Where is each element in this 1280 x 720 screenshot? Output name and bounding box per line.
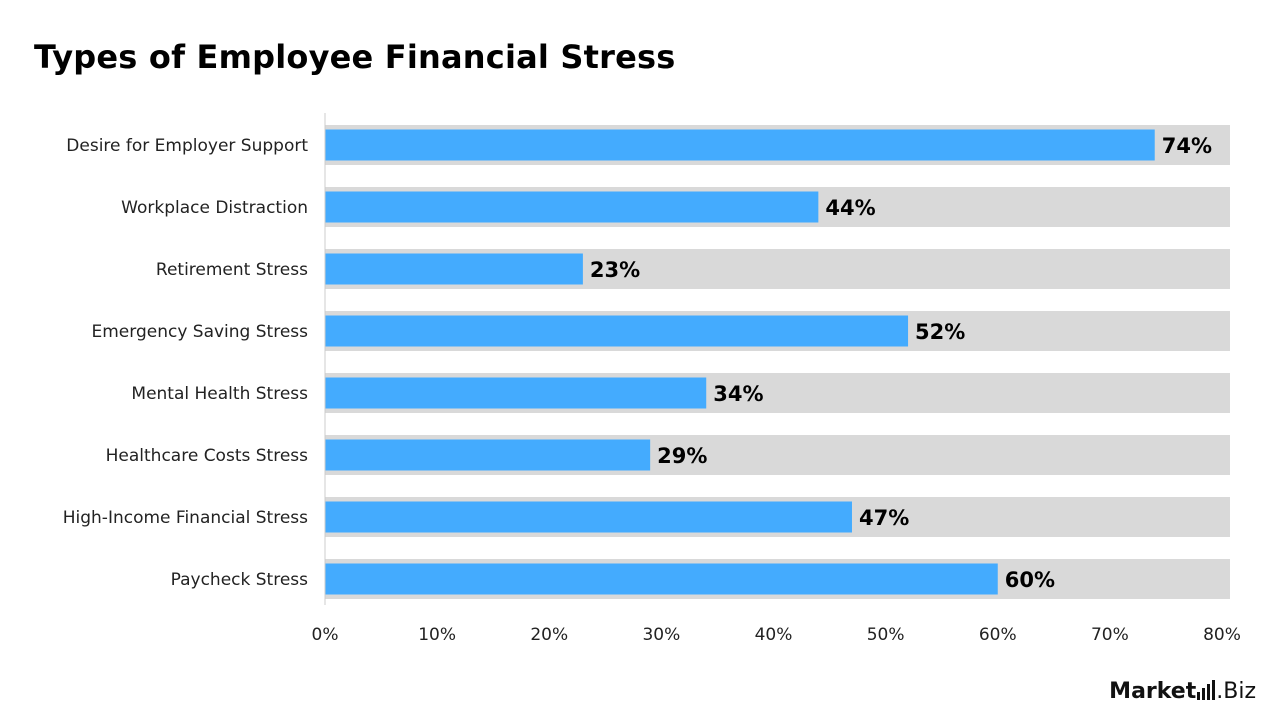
data-label: 52% [915, 320, 965, 344]
category-label: High-Income Financial Stress [63, 508, 308, 528]
x-tick-label: 70% [1091, 625, 1129, 645]
data-label: 44% [825, 196, 875, 220]
category-label: Emergency Saving Stress [92, 322, 309, 342]
x-tick-label: 0% [312, 625, 339, 645]
bar [325, 253, 583, 285]
category-label: Workplace Distraction [121, 198, 308, 218]
bar [325, 501, 852, 533]
x-tick-label: 10% [418, 625, 456, 645]
x-tick-label: 30% [642, 625, 680, 645]
category-label: Desire for Employer Support [66, 136, 308, 156]
chart-title: Types of Employee Financial Stress [34, 38, 676, 76]
data-label: 60% [1005, 568, 1055, 592]
x-tick-label: 60% [979, 625, 1017, 645]
x-tick-label: 40% [755, 625, 793, 645]
category-label: Mental Health Stress [131, 384, 308, 404]
data-label: 74% [1162, 134, 1212, 158]
bar [325, 315, 909, 347]
x-tick-label: 20% [530, 625, 568, 645]
logo-text-bold: Market [1109, 679, 1197, 704]
brand-logo: Market .Biz [1109, 670, 1256, 704]
category-label: Retirement Stress [156, 260, 308, 280]
data-label: 47% [859, 506, 909, 530]
x-tick-label: 80% [1203, 625, 1241, 645]
data-label: 34% [713, 382, 763, 406]
bar [325, 439, 651, 471]
bar [325, 191, 819, 223]
logo-text-rest: .Biz [1216, 679, 1256, 704]
data-label: 29% [657, 444, 707, 468]
logo-bars-icon [1197, 680, 1216, 700]
category-label: Healthcare Costs Stress [106, 446, 309, 466]
bar [325, 129, 1155, 161]
x-tick-label: 50% [867, 625, 905, 645]
category-label: Paycheck Stress [171, 570, 309, 590]
bar [325, 563, 998, 595]
data-label: 23% [590, 258, 640, 282]
bar [325, 377, 707, 409]
